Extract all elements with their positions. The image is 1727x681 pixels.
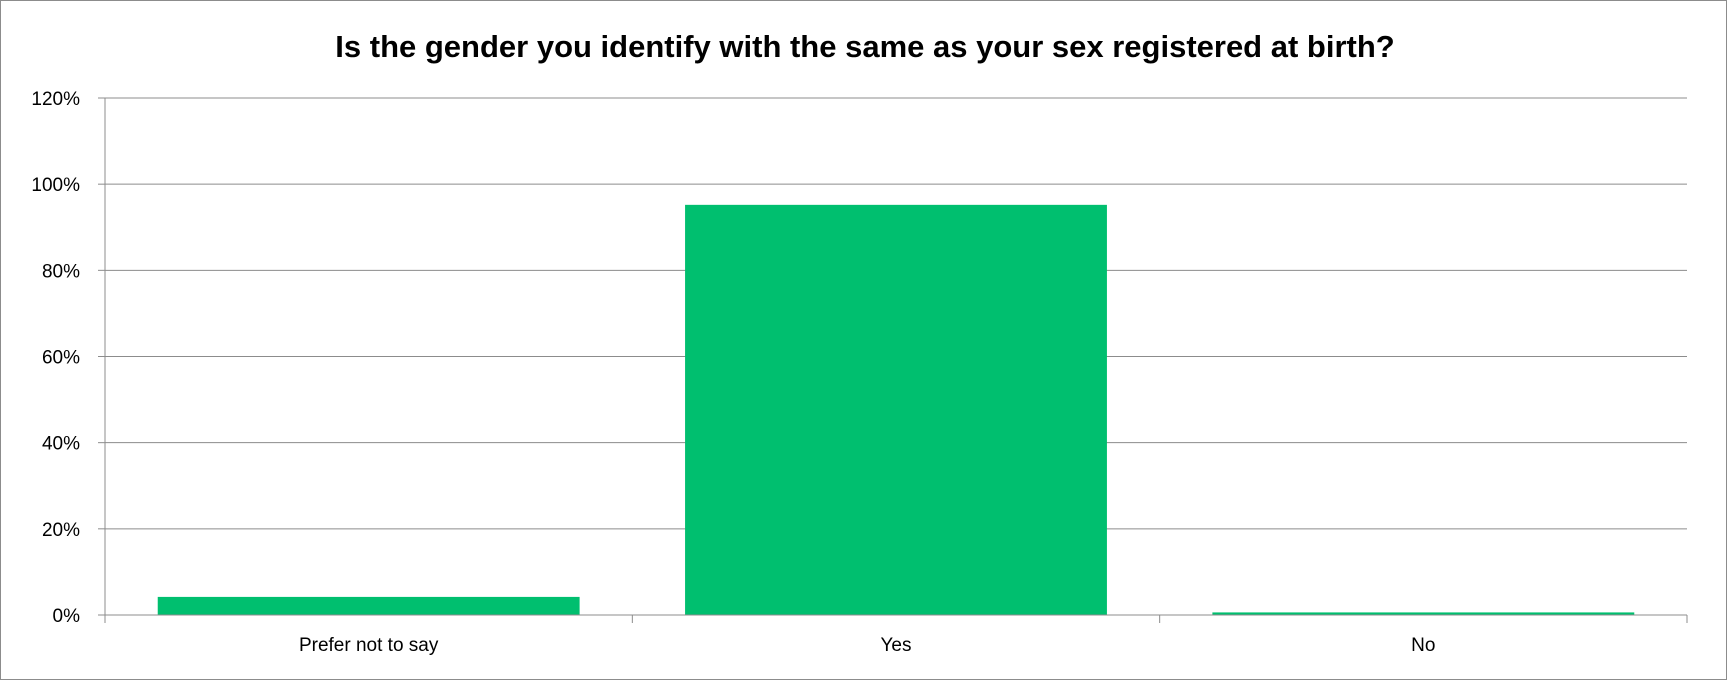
y-tick-label: 80%: [42, 261, 80, 282]
x-category-label: No: [1411, 635, 1435, 656]
chart-title: Is the gender you identify with the same…: [335, 29, 1394, 64]
x-category-labels: Prefer not to say Yes No: [299, 635, 1436, 656]
axes: [98, 97, 1688, 623]
y-tick-label: 120%: [31, 89, 80, 110]
y-tick-label: 60%: [42, 348, 80, 369]
y-tick-label: 0%: [53, 606, 81, 627]
y-tick-labels: 0% 20% 40% 60% 80% 100% 120%: [31, 89, 80, 627]
x-category-label: Yes: [881, 635, 912, 656]
x-category-label: Prefer not to say: [299, 635, 439, 656]
bar: [1212, 612, 1635, 615]
bar: [685, 204, 1107, 615]
bar: [157, 596, 580, 615]
y-tick-label: 40%: [42, 434, 80, 455]
y-tick-label: 20%: [42, 520, 80, 541]
bars: [157, 204, 1635, 615]
y-tick-label: 100%: [31, 175, 80, 196]
